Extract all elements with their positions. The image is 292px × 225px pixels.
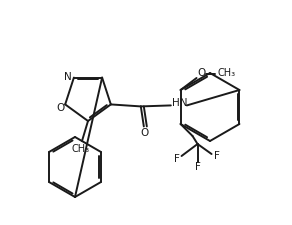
Text: HN: HN	[172, 98, 187, 108]
Text: O: O	[197, 68, 206, 78]
Text: O: O	[56, 104, 64, 113]
Text: F: F	[194, 162, 201, 172]
Text: F: F	[174, 154, 180, 164]
Text: F: F	[214, 151, 220, 161]
Text: CH₃: CH₃	[72, 144, 90, 154]
Text: O: O	[141, 128, 149, 138]
Text: N: N	[64, 72, 72, 82]
Text: CH₃: CH₃	[218, 68, 236, 78]
